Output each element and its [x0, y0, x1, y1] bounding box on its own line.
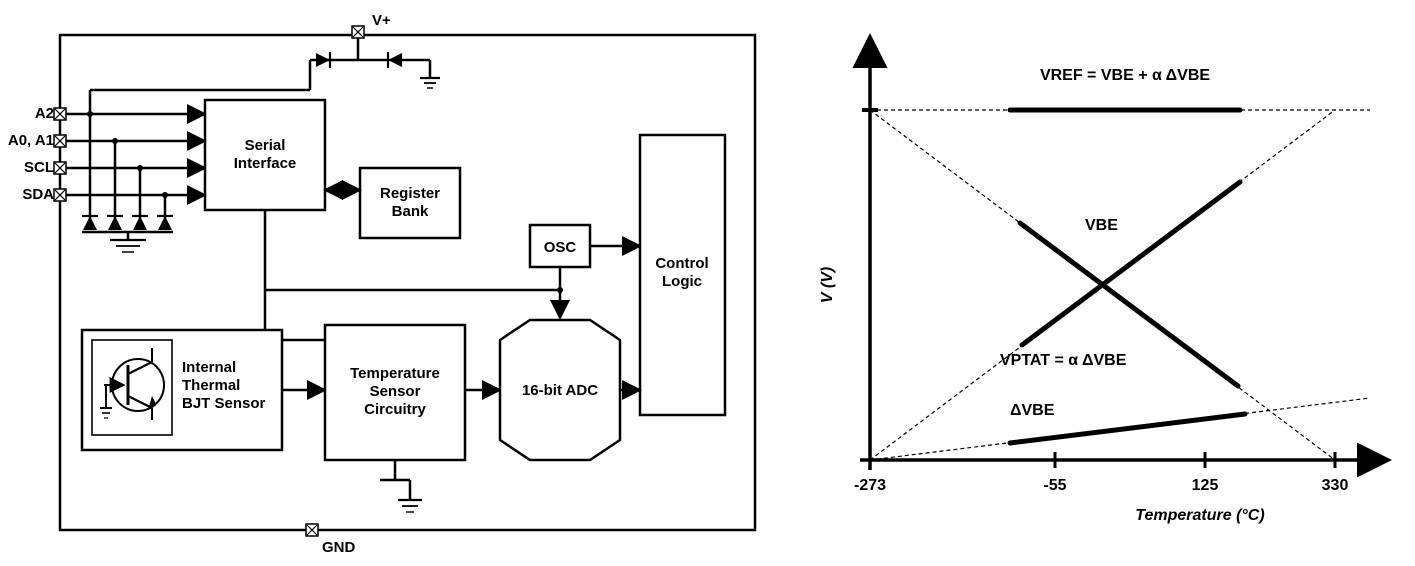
- xtick-2: 125: [1192, 477, 1219, 494]
- block-adc: 16-bit ADC: [500, 320, 620, 460]
- xtick-3: 330: [1322, 477, 1349, 494]
- svg-text:A2: A2: [35, 105, 54, 122]
- label-vbe: VBE: [1085, 217, 1118, 234]
- block-bjt-sensor: InternalThermalBJT Sensor: [82, 330, 282, 450]
- block-serial-interface: SerialInterface: [205, 100, 325, 210]
- svg-text:V+: V+: [372, 12, 391, 29]
- xtick-0: -273: [854, 477, 886, 494]
- block-diagram: V+: [8, 12, 755, 556]
- label-vref: VREF = VBE + α ΔVBE: [1040, 67, 1210, 84]
- label-dvbe: ΔVBE: [1010, 402, 1055, 419]
- y-axis-label: V (V): [819, 267, 836, 303]
- svg-text:GND: GND: [322, 539, 356, 556]
- temperature-voltage-chart: -273 -55 125 330: [819, 40, 1385, 524]
- svg-text:16-bit ADC: 16-bit ADC: [522, 382, 598, 399]
- svg-text:OSC: OSC: [544, 239, 577, 256]
- svg-text:SCL: SCL: [24, 159, 54, 176]
- label-vptat: VPTAT = α ΔVBE: [1000, 352, 1127, 369]
- block-temp-sensor-circuitry: TemperatureSensorCircuitry: [325, 325, 465, 460]
- svg-text:SDA: SDA: [22, 186, 54, 203]
- xtick-1: -55: [1043, 477, 1066, 494]
- block-register-bank: RegisterBank: [360, 168, 460, 238]
- pin-sda: SDA: [22, 186, 66, 203]
- block-osc: OSC: [530, 225, 590, 267]
- pin-a2: A2: [35, 105, 66, 122]
- block-control-logic: ControlLogic: [640, 135, 725, 415]
- x-axis-label: Temperature (°C): [1135, 507, 1264, 524]
- svg-text:ControlLogic: ControlLogic: [655, 255, 708, 290]
- left-pins: A2 A0, A1 SCL SDA: [8, 105, 66, 203]
- pin-a0a1: A0, A1: [8, 132, 66, 149]
- pin-scl: SCL: [24, 159, 66, 176]
- svg-text:A0, A1: A0, A1: [8, 132, 54, 149]
